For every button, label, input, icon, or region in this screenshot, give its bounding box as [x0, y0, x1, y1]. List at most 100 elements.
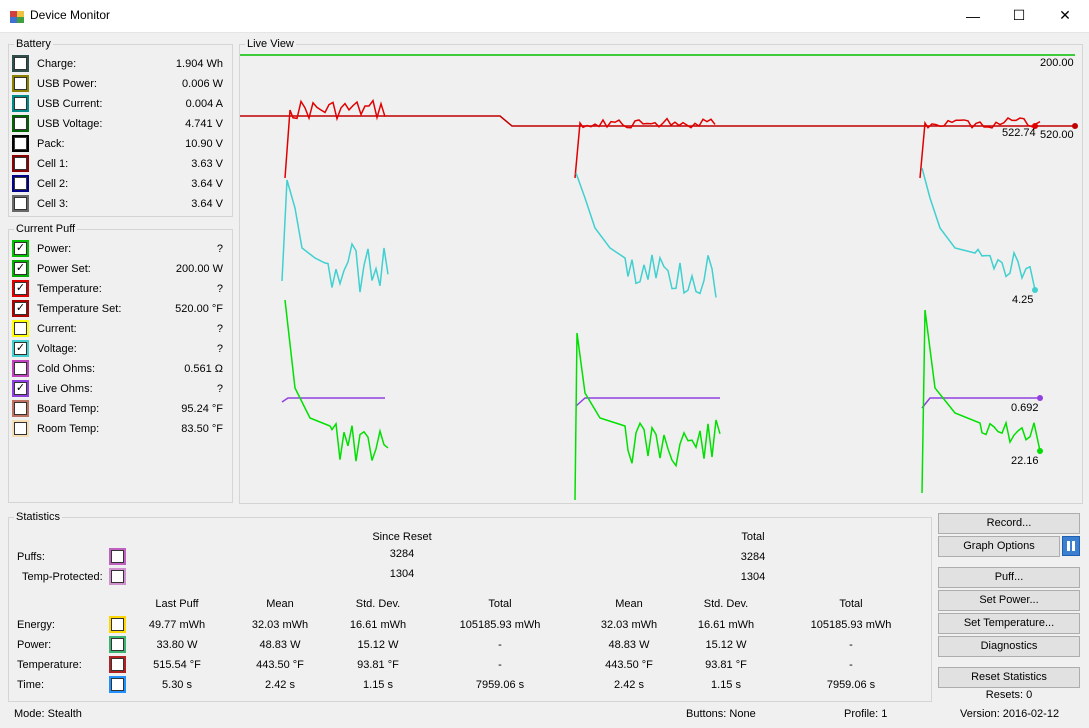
battery-swatch[interactable] [12, 115, 29, 132]
voltage-line-3 [921, 167, 1036, 291]
battery-swatch[interactable] [12, 155, 29, 172]
puff-label: Room Temp: [37, 423, 100, 435]
record-button[interactable]: Record... [938, 513, 1080, 534]
puff-checkbox[interactable]: ✓ [12, 280, 29, 297]
stat-cell: 49.77 mWh [148, 619, 206, 631]
current-puff-group-label: Current Puff [14, 223, 78, 235]
puff-checkbox[interactable]: ✓ [12, 380, 29, 397]
puffs-color-swatch[interactable] [109, 548, 126, 565]
minimize-button[interactable]: — [966, 7, 980, 24]
puff-value: 0.561 Ω [184, 363, 223, 375]
puff-label: Board Temp: [37, 403, 100, 415]
puff-checkbox[interactable] [12, 360, 29, 377]
voltage-value-label: 4.25 [1012, 294, 1033, 306]
status-version: Version: 2016-02-12 [960, 708, 1060, 720]
battery-swatch[interactable] [12, 55, 29, 72]
stat-cell: 32.03 mWh [600, 619, 658, 631]
puffs-since-reset: 3284 [389, 548, 415, 560]
puff-checkbox[interactable]: ✓ [12, 260, 29, 277]
battery-value: 3.64 V [191, 178, 223, 190]
stat-color-swatch[interactable] [109, 616, 126, 633]
statistics-group-label: Statistics [14, 511, 63, 523]
battery-label: USB Voltage: [37, 118, 103, 130]
close-button[interactable]: ✕ [1059, 7, 1071, 23]
maximize-button[interactable]: ☐ [1012, 7, 1026, 23]
current-puff-group [8, 229, 233, 503]
checkmark-icon [14, 422, 27, 435]
battery-swatch[interactable] [12, 95, 29, 112]
stat-column-header: Total [488, 598, 512, 610]
puff-label: Voltage: [37, 343, 77, 355]
graph-options-button[interactable]: Graph Options [938, 536, 1060, 557]
diagnostics-button[interactable]: Diagnostics [938, 636, 1080, 657]
battery-value: 0.004 A [185, 98, 223, 110]
stat-cell: 443.50 °F [605, 659, 653, 671]
stat-color-swatch[interactable] [109, 636, 126, 653]
battery-group [8, 44, 233, 217]
checkmark-icon [14, 402, 27, 415]
puff-checkbox[interactable] [12, 420, 29, 437]
stat-cell: 105185.93 mWh [810, 619, 892, 631]
puff-checkbox[interactable]: ✓ [12, 300, 29, 317]
live-ohms-endpoint [1037, 395, 1043, 401]
stat-cell: 15.12 W [357, 639, 399, 651]
battery-label: Cell 2: [37, 178, 69, 190]
stat-cell: - [849, 639, 853, 651]
puff-value: ? [216, 243, 223, 255]
stat-cell: 48.83 W [608, 639, 650, 651]
puff-value: 83.50 °F [181, 423, 223, 435]
puff-value: 200.00 W [175, 263, 223, 275]
puff-checkbox[interactable] [12, 400, 29, 417]
puff-checkbox[interactable] [12, 320, 29, 337]
checkmark-icon [14, 322, 27, 335]
power-set-value-label: 200.00 [1040, 57, 1074, 69]
checkmark-icon: ✓ [14, 342, 27, 355]
battery-value: 10.90 V [185, 138, 223, 150]
puff-button[interactable]: Puff... [938, 567, 1080, 588]
puff-value: ? [216, 323, 223, 335]
status-mode: Mode: Stealth [14, 708, 82, 720]
temperature-line [919, 117, 1041, 179]
battery-swatch[interactable] [12, 175, 29, 192]
puff-checkbox[interactable]: ✓ [12, 240, 29, 257]
stat-color-swatch[interactable] [109, 676, 126, 693]
stat-cell: 2.42 s [265, 679, 295, 691]
battery-label: Cell 3: [37, 198, 69, 210]
live-ohms-line-3 [921, 397, 1040, 409]
puff-label: Current: [37, 323, 77, 335]
temp-protected-color-swatch[interactable] [109, 568, 126, 585]
puffs-label: Puffs: [17, 551, 45, 563]
stat-cell: 93.81 °F [357, 659, 399, 671]
battery-value: 3.63 V [191, 158, 223, 170]
battery-label: USB Current: [37, 98, 103, 110]
stat-cell: 1.15 s [363, 679, 393, 691]
live-view-group [239, 44, 1083, 504]
stat-column-header: Mean [266, 598, 294, 610]
set-power-button[interactable]: Set Power... [938, 590, 1080, 611]
stat-color-swatch[interactable] [109, 656, 126, 673]
puff-label: Power: [37, 243, 72, 255]
battery-swatch[interactable] [12, 75, 29, 92]
battery-swatch[interactable] [12, 195, 29, 212]
voltage-endpoint [1032, 287, 1038, 293]
power-line-2 [574, 332, 721, 501]
live-ohms-line-1 [281, 397, 385, 403]
power-line-3 [921, 309, 1041, 494]
puff-checkbox[interactable]: ✓ [12, 340, 29, 357]
live-view-chart[interactable]: 200.00 520.00 522.74 4.25 0.692 22.16 [240, 48, 1080, 501]
checkmark-icon: ✓ [14, 242, 27, 255]
battery-swatch[interactable] [12, 135, 29, 152]
stat-cell: 33.80 W [156, 639, 198, 651]
pause-toggle-button[interactable] [1062, 536, 1080, 556]
pause-icon [1067, 541, 1075, 551]
stat-row-label: Energy: [17, 619, 55, 631]
temperature-set-line [240, 115, 1075, 127]
puff-label: Temperature Set: [37, 303, 122, 315]
stat-column-header: Last Puff [155, 598, 199, 610]
checkmark-icon [14, 362, 27, 375]
checkmark-icon: ✓ [14, 302, 27, 315]
temperature-endpoint [1032, 123, 1038, 129]
set-temperature-button[interactable]: Set Temperature... [938, 613, 1080, 634]
power-value-label: 22.16 [1011, 455, 1039, 467]
reset-statistics-button[interactable]: Reset Statistics [938, 667, 1080, 688]
